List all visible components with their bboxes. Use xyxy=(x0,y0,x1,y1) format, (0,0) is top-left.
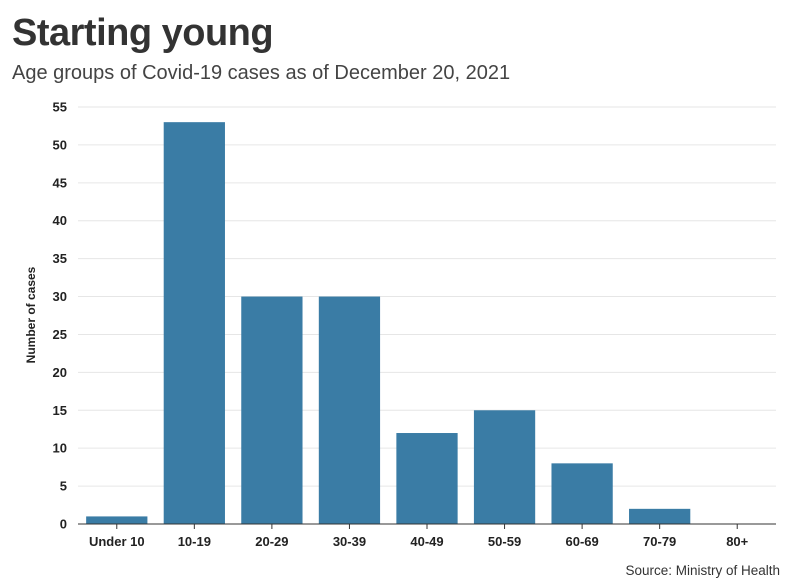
y-tick-label: 30 xyxy=(53,289,67,304)
x-tick-label: 40-49 xyxy=(410,534,443,549)
y-tick-label: 5 xyxy=(60,479,67,494)
y-tick-label: 0 xyxy=(60,517,67,532)
y-tick-label: 25 xyxy=(53,327,67,342)
y-tick-label: 35 xyxy=(53,251,67,266)
bar xyxy=(629,508,691,524)
bar xyxy=(473,410,536,524)
y-axis-ticks: 0 5 10 15 20 25 30 35 40 45 50 55 xyxy=(53,100,67,532)
x-tick-label: 20-29 xyxy=(255,534,288,549)
bars xyxy=(86,122,691,524)
bar xyxy=(318,296,381,524)
y-tick-label: 45 xyxy=(53,175,67,190)
x-tick-label: 10-19 xyxy=(178,534,211,549)
x-tick-label: 70-79 xyxy=(643,534,676,549)
source-note: Source: Ministry of Health xyxy=(625,563,780,578)
y-axis-label: Number of cases xyxy=(24,266,38,363)
x-tick-label: 80+ xyxy=(726,534,748,549)
y-tick-label: 10 xyxy=(53,441,67,456)
chart-subtitle: Age groups of Covid-19 cases as of Decem… xyxy=(12,62,511,84)
y-tick-label: 15 xyxy=(53,403,67,418)
x-tick-label: 30-39 xyxy=(333,534,366,549)
x-tick-label: Under 10 xyxy=(89,534,145,549)
bar xyxy=(396,433,458,524)
bar xyxy=(163,122,225,524)
y-tick-label: 40 xyxy=(53,213,67,228)
bar xyxy=(86,516,148,524)
bar xyxy=(551,463,613,524)
chart-title: Starting young xyxy=(12,12,274,54)
x-axis-ticks: Under 10 10-19 20-29 30-39 40-49 50-59 60-69 70… xyxy=(89,524,749,549)
bar xyxy=(241,296,303,524)
x-tick-label: 60-69 xyxy=(565,534,598,549)
y-tick-label: 55 xyxy=(53,100,67,115)
x-tick-label: 50-59 xyxy=(488,534,521,549)
y-tick-label: 20 xyxy=(53,365,67,380)
y-tick-label: 50 xyxy=(53,137,67,152)
